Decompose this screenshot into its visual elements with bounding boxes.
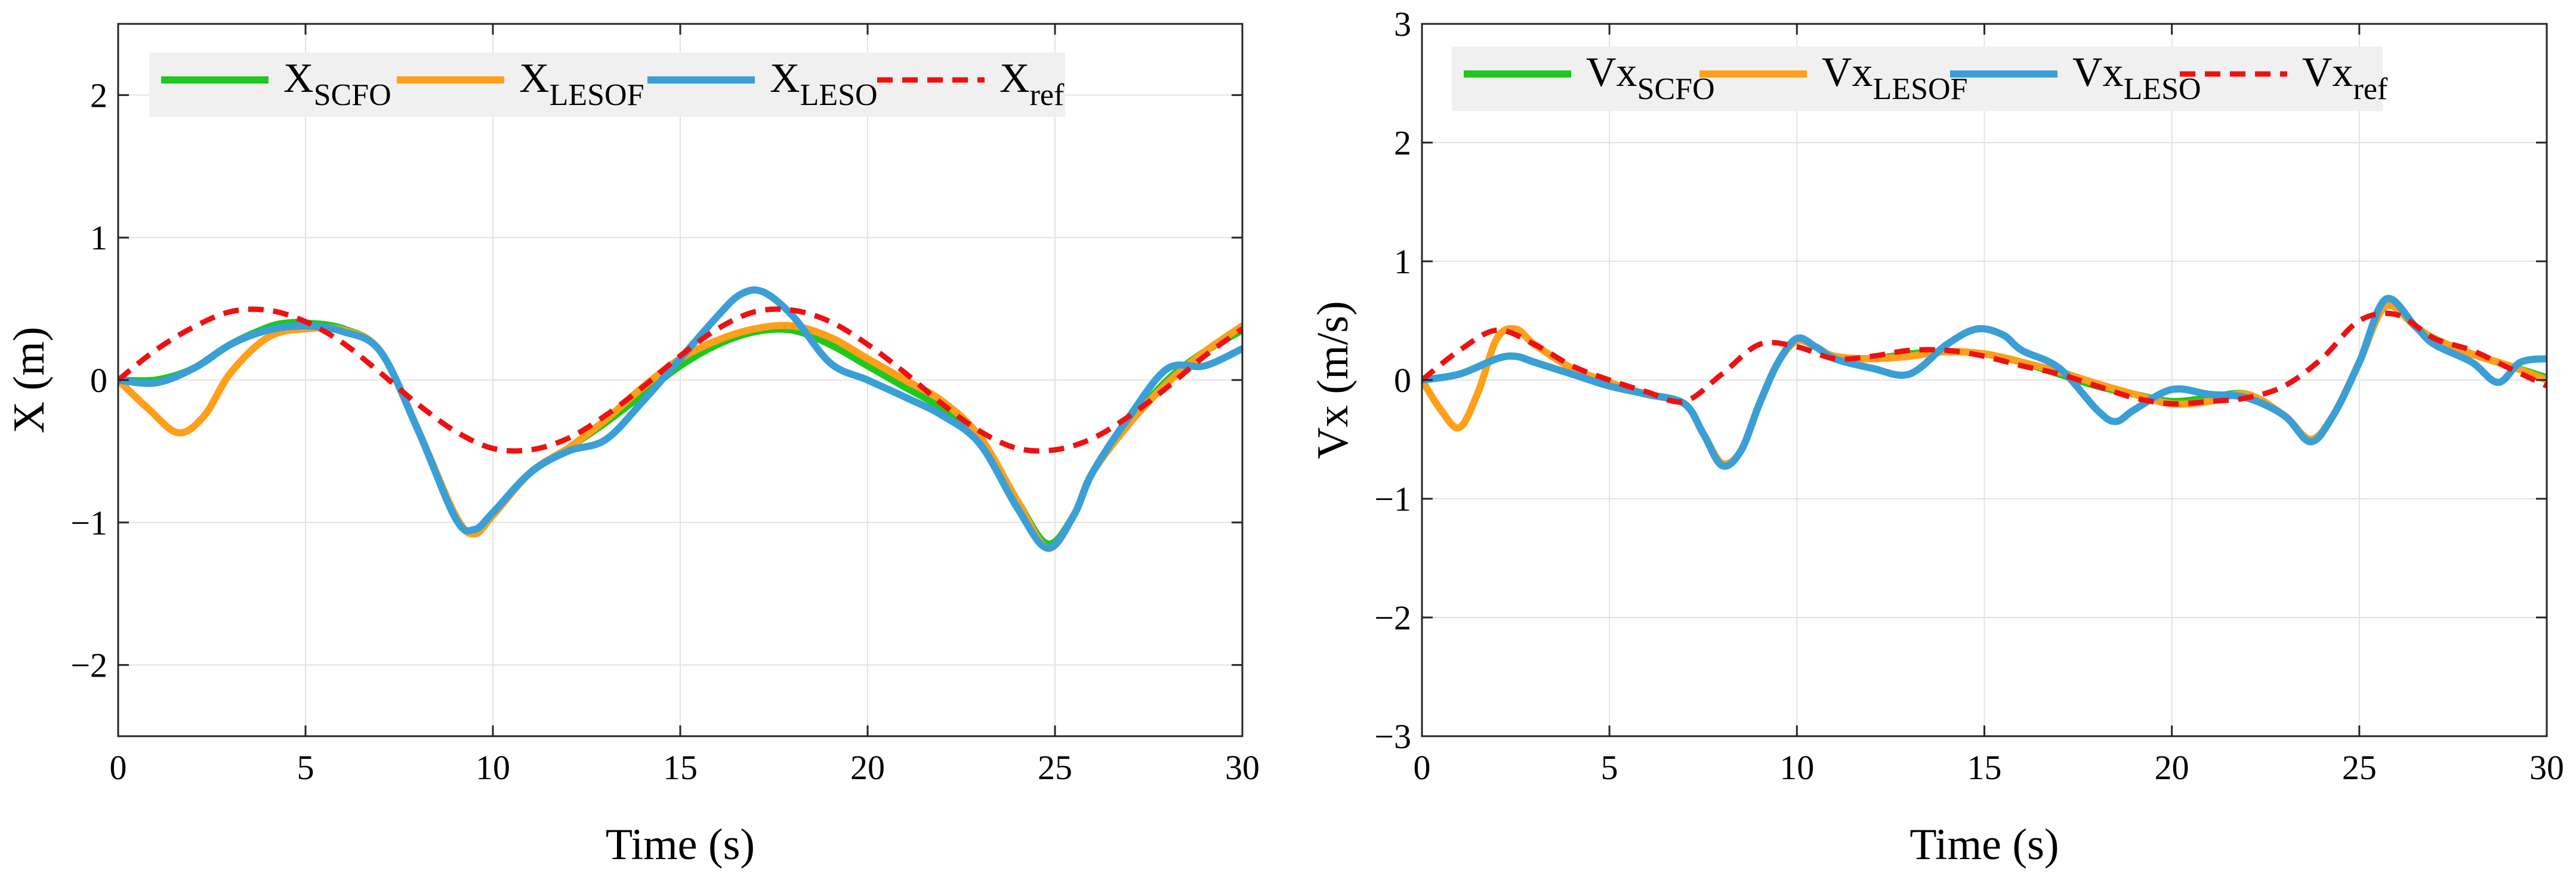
y-tick-label: 1 — [90, 218, 107, 257]
legend-label-subscript: ref — [2353, 72, 2388, 106]
legend: XSCFO XLESOF XLESO Xref — [149, 53, 1065, 117]
x-tick-label: 30 — [2529, 748, 2564, 787]
x-axis-title: Time (s) — [606, 820, 755, 869]
y-tick-label: 1 — [1394, 242, 1411, 281]
legend-label-subscript: SCFO — [314, 78, 391, 112]
x-tick-label: 0 — [1414, 748, 1431, 787]
legend-box — [1452, 47, 2383, 111]
y-tick-label: −2 — [70, 646, 107, 685]
series-line-leso — [118, 286, 1242, 552]
y-axis-title: Vx (m/s) — [1309, 301, 1358, 459]
y-tick-label: 2 — [90, 76, 107, 115]
series-line-leso — [1422, 295, 2547, 470]
legend-label-subscript: LESOF — [550, 78, 644, 112]
x-tick-label: 25 — [1038, 748, 1072, 787]
series-group — [118, 286, 1242, 552]
series-line-ref — [118, 306, 1242, 454]
y-tick-label: 0 — [1394, 361, 1411, 400]
legend-label-lesof: XLESOF — [519, 55, 644, 112]
x-tick-label: 5 — [1601, 748, 1618, 787]
legend-label-scfo: XSCFO — [283, 55, 391, 112]
legend-label-name: X — [999, 55, 1030, 101]
legend-label-subscript: ref — [1030, 78, 1065, 112]
y-tick-label: −1 — [70, 504, 107, 542]
legend-label-lesof: VxLESOF — [1822, 50, 1967, 106]
x-tick-label: 10 — [476, 748, 510, 787]
legend-label-name: X — [519, 55, 550, 101]
x-axis-title: Time (s) — [1909, 820, 2059, 869]
x-tick-label: 20 — [2155, 748, 2189, 787]
x-tick-label: 30 — [1225, 748, 1260, 787]
legend-box — [149, 53, 1065, 117]
panel-x-velocity: 0 5 10 15 20 25 30 −3 −2 −1 0 1 2 3 Time (s) Vx (m/s) Vx… — [1309, 5, 2564, 869]
legend-label-subscript: LESOF — [1873, 72, 1968, 106]
y-tick-label: 3 — [1394, 5, 1411, 44]
legend-label-name: X — [770, 55, 800, 101]
y-tick-label: 2 — [1394, 123, 1411, 162]
x-tick-label: 20 — [850, 748, 885, 787]
y-tick-label: −3 — [1374, 717, 1411, 756]
x-tick-label: 25 — [2342, 748, 2377, 787]
legend-label-name: Vx — [1822, 50, 1873, 95]
y-tick-label: −1 — [1374, 480, 1411, 518]
legend-label-subscript: LESO — [2124, 72, 2201, 106]
legend-label-leso: XLESO — [770, 55, 878, 112]
legend-label-name: Vx — [1586, 50, 1637, 95]
series-line-ref — [1422, 310, 2547, 407]
legend-label-leso: VxLESO — [2072, 50, 2201, 106]
x-tick-label: 10 — [1779, 748, 1814, 787]
y-tick-label: 0 — [90, 361, 107, 400]
series-group — [1422, 295, 2547, 470]
x-tick-label: 15 — [663, 748, 698, 787]
x-tick-label: 15 — [1967, 748, 2002, 787]
y-axis-title: X (m) — [5, 327, 54, 434]
x-tick-label: 5 — [297, 748, 314, 787]
y-tick-label: −2 — [1374, 598, 1411, 637]
legend-label-ref: Vxref — [2302, 50, 2388, 106]
x-tick-label: 0 — [110, 748, 127, 787]
legend-label-name: Vx — [2302, 50, 2353, 95]
legend: VxSCFO VxLESOF VxLESO Vxref — [1452, 47, 2388, 111]
legend-label-subscript: LESO — [800, 78, 878, 112]
legend-label-scfo: VxSCFO — [1586, 50, 1715, 106]
legend-label-name: X — [283, 55, 314, 101]
legend-label-subscript: SCFO — [1637, 72, 1715, 106]
legend-label-name: Vx — [2072, 50, 2124, 95]
legend-label-ref: Xref — [999, 55, 1065, 112]
